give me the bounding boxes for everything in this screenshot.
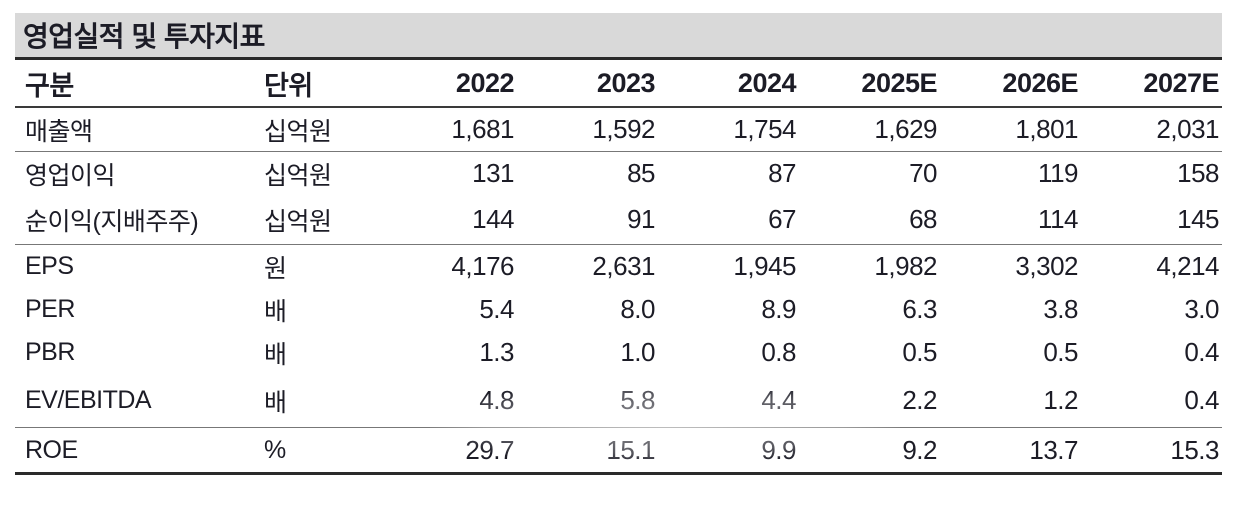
row-label: ROE — [15, 427, 264, 475]
cell-2025E: 2.2 — [902, 385, 937, 415]
cell-2027E: 0.4 — [1184, 337, 1219, 367]
column-header-2025E: 2025E — [799, 60, 940, 108]
cell-2022: 131 — [376, 151, 517, 195]
row-unit: 배 — [264, 297, 287, 326]
cell-2026E: 0.5 — [1043, 337, 1078, 367]
row-unit: 원 — [264, 244, 376, 288]
table-row: EV/EBITDA 배 4.8 5.8 4.4 2.2 1.2 0.4 — [15, 374, 1222, 428]
cell-2023: 85 — [517, 151, 658, 195]
financial-table-panel: 영업실적 및 투자지표 구분 단위 2022 2023 2024 2025E 2026E 20… — [15, 13, 1222, 475]
cell-2024: 0.8 — [761, 337, 796, 367]
table-row: PER 배 5.4 8.0 8.9 6.3 3.8 3.0 — [15, 288, 1222, 331]
cell-2025E: 0.5 — [902, 337, 937, 367]
row-unit: 십억원 — [264, 207, 332, 236]
cell-2023: 8.0 — [620, 294, 655, 324]
row-unit: 배 — [264, 388, 287, 417]
cell-2023: 1,592 — [592, 114, 655, 144]
column-header-구분: 구분 — [15, 60, 264, 108]
column-header-2024: 2024 — [658, 60, 799, 108]
cell-2024: 1,754 — [733, 114, 796, 144]
column-header-2022: 2022 — [376, 60, 517, 108]
cell-2024: 9.9 — [658, 427, 799, 475]
cell-2022: 29.7 — [376, 427, 517, 475]
table-title: 영업실적 및 투자지표 — [23, 21, 265, 52]
cell-2027E: 145 — [1177, 204, 1219, 234]
row-label: EV/EBITDA — [25, 386, 152, 414]
cell-2023: 15.1 — [517, 427, 658, 475]
row-unit: 십억원 — [264, 151, 376, 195]
cell-2022: 5.4 — [479, 294, 514, 324]
cell-2026E: 114 — [1038, 204, 1078, 234]
financial-indicators-table: 구분 단위 2022 2023 2024 2025E 2026E 2027E 매출액 십억원 1,… — [15, 60, 1222, 475]
cell-2027E: 0.4 — [1184, 385, 1219, 415]
cell-2022: 1.3 — [479, 337, 514, 367]
cell-2027E: 2,031 — [1156, 114, 1219, 144]
cell-2026E: 1,801 — [1015, 114, 1078, 144]
cell-2025E: 1,629 — [874, 114, 937, 144]
cell-2027E: 4,214 — [1081, 244, 1222, 288]
cell-2024: 4.4 — [761, 385, 796, 415]
row-unit: 배 — [264, 340, 287, 369]
table-row: EPS 원 4,176 2,631 1,945 1,982 3,302 4,214 — [15, 244, 1222, 288]
row-label: 순이익(지배주주) — [25, 207, 199, 236]
cell-2025E: 68 — [909, 204, 937, 234]
column-header-2027E: 2027E — [1081, 60, 1222, 108]
cell-2025E: 6.3 — [902, 294, 937, 324]
cell-2025E: 1,982 — [799, 244, 940, 288]
cell-2027E: 3.0 — [1184, 294, 1219, 324]
row-label: EPS — [15, 244, 264, 288]
row-unit: 십억원 — [264, 117, 332, 146]
row-label: PBR — [25, 338, 75, 366]
row-unit: % — [264, 427, 376, 475]
table-title-bar: 영업실적 및 투자지표 — [15, 13, 1222, 60]
column-header-2023: 2023 — [517, 60, 658, 108]
row-label: 영업이익 — [15, 151, 264, 195]
table-row: ROE% 29.7 15.1 9.9 9.2 13.7 15.3 — [15, 427, 1222, 475]
cell-2022: 4.8 — [479, 385, 514, 415]
cell-2024: 87 — [658, 151, 799, 195]
table-body: 매출액 십억원 1,681 1,592 1,754 1,629 1,801 2,031 영업이익… — [15, 107, 1222, 475]
cell-2025E: 9.2 — [799, 427, 940, 475]
column-header-2026E: 2026E — [940, 60, 1081, 108]
row-label: 매출액 — [25, 117, 93, 146]
cell-2023: 2,631 — [517, 244, 658, 288]
cell-2024: 67 — [768, 204, 796, 234]
cell-2025E: 70 — [799, 151, 940, 195]
cell-2024: 1,945 — [658, 244, 799, 288]
table-row: 매출액 십억원 1,681 1,592 1,754 1,629 1,801 2,031 — [15, 107, 1222, 152]
table-row: 순이익(지배주주) 십억원 144 91 67 68 114 145 — [15, 195, 1222, 245]
cell-2026E: 1.2 — [1043, 385, 1078, 415]
cell-2027E: 15.3 — [1081, 427, 1222, 475]
cell-2022: 4,176 — [376, 244, 517, 288]
table-row: 영업이익 십억원 131 85 87 70 119 158 — [15, 151, 1222, 195]
column-header-단위: 단위 — [264, 60, 376, 108]
cell-2023: 5.8 — [620, 385, 655, 415]
cell-2023: 91 — [627, 204, 655, 234]
cell-2026E: 119 — [940, 151, 1081, 195]
cell-2026E: 3.8 — [1043, 294, 1078, 324]
cell-2027E: 158 — [1081, 151, 1222, 195]
cell-2022: 144 — [472, 204, 514, 234]
cell-2024: 8.9 — [761, 294, 796, 324]
cell-2026E: 13.7 — [940, 427, 1081, 475]
table-header-row: 구분 단위 2022 2023 2024 2025E 2026E 2027E — [15, 60, 1222, 108]
row-label: PER — [25, 295, 75, 323]
table-row: PBR 배 1.3 1.0 0.8 0.5 0.5 0.4 — [15, 331, 1222, 374]
cell-2026E: 3,302 — [940, 244, 1081, 288]
cell-2023: 1.0 — [620, 337, 655, 367]
cell-2022: 1,681 — [451, 114, 514, 144]
